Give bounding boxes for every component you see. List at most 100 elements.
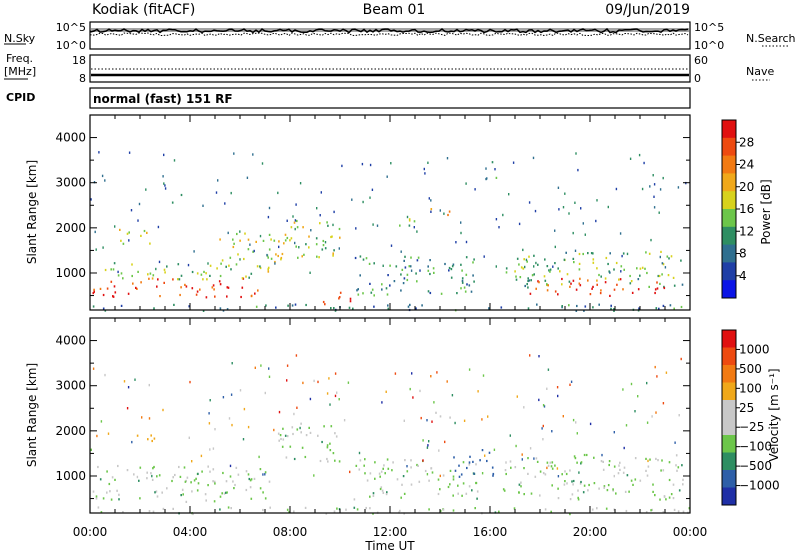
velocity-cell	[197, 482, 200, 485]
power-cell	[558, 208, 560, 211]
velocity-colorbar-label: Velocity [m s⁻¹]	[767, 368, 781, 461]
velocity-cell	[617, 472, 620, 475]
power-cell	[629, 274, 631, 278]
power-cell	[562, 206, 565, 209]
velocity-cell	[463, 419, 466, 422]
velocity-cell	[110, 498, 113, 501]
velocity-cell	[109, 490, 111, 493]
velocity-cell	[675, 464, 677, 467]
power-cell	[666, 255, 669, 258]
velocity-cell	[484, 454, 486, 457]
velocity-cell	[427, 444, 429, 447]
power-cell	[508, 193, 510, 196]
velocity-cell	[349, 470, 351, 474]
power-colorbar-tick-label: 4	[739, 269, 747, 283]
velocity-cell	[626, 474, 629, 477]
power-cell	[485, 177, 488, 180]
power-cell	[254, 292, 256, 295]
power-cell	[239, 258, 241, 261]
velocity-cell	[301, 446, 304, 449]
power-cell	[406, 215, 409, 219]
velocity-cell	[493, 448, 496, 451]
velocity-cell	[212, 468, 215, 471]
velocity-cell	[245, 488, 248, 492]
nsky-tick-bottom: 10^0	[56, 39, 86, 52]
velocity-cell	[563, 483, 566, 486]
velocity-cell	[543, 405, 546, 408]
velocity-cell	[449, 483, 451, 486]
velocity-cell	[451, 394, 454, 397]
power-cell	[278, 245, 280, 249]
velocity-cell	[655, 411, 657, 414]
power-y-tick-label: 3000	[55, 176, 86, 190]
power-cell	[131, 274, 133, 278]
power-cell	[473, 258, 475, 261]
power-cell	[563, 258, 566, 261]
velocity-cell	[564, 470, 566, 473]
power-cell	[225, 265, 227, 268]
velocity-cell	[533, 457, 535, 460]
velocity-colorbar-swatch	[722, 347, 736, 366]
power-cell	[554, 229, 556, 232]
velocity-cell	[509, 434, 511, 437]
power-cell	[102, 293, 105, 297]
power-cell	[240, 295, 242, 299]
velocity-cell	[95, 497, 98, 500]
velocity-cell	[313, 379, 315, 383]
power-cell	[229, 256, 232, 259]
power-cell	[250, 295, 253, 298]
velocity-cell	[136, 434, 139, 437]
power-cell	[672, 276, 675, 279]
velocity-cell	[268, 375, 271, 378]
velocity-colorbar-swatch	[722, 417, 736, 436]
velocity-cell	[162, 507, 165, 510]
noise-panel-frame	[89, 21, 691, 50]
velocity-cell	[673, 508, 676, 511]
velocity-cell	[607, 484, 610, 487]
power-cell	[193, 250, 195, 253]
power-cell	[267, 268, 269, 271]
power-cell	[331, 235, 333, 238]
velocity-cell	[369, 472, 372, 475]
power-cell	[362, 292, 364, 295]
velocity-cell	[439, 415, 442, 418]
power-cell	[211, 286, 214, 289]
velocity-cell	[468, 368, 471, 371]
velocity-cell	[605, 507, 608, 510]
velocity-cell	[161, 491, 163, 494]
power-cell	[255, 305, 258, 308]
nave-tick-bottom: 0	[694, 72, 701, 85]
velocity-cell	[514, 466, 517, 469]
velocity-cell	[634, 478, 637, 481]
power-cell	[274, 260, 276, 264]
power-cell	[179, 293, 181, 297]
velocity-colorbar: 1000 500 100 25 −25 −100 −500 −1000	[721, 329, 780, 506]
power-cell	[301, 255, 303, 258]
power-cell	[164, 271, 166, 274]
velocity-cell	[338, 398, 340, 401]
power-cell	[443, 212, 445, 215]
velocity-cell	[569, 498, 572, 501]
velocity-y-tick-label: 3000	[55, 379, 86, 393]
power-cell	[430, 210, 432, 213]
velocity-cell	[153, 465, 155, 469]
velocity-cell	[406, 465, 408, 468]
velocity-cell	[260, 364, 262, 367]
power-cell	[128, 151, 131, 154]
velocity-cell	[386, 458, 389, 461]
power-cell	[483, 255, 485, 258]
velocity-colorbar-swatch	[722, 330, 736, 348]
velocity-cell	[258, 455, 260, 459]
power-cell	[371, 288, 374, 291]
nsearch-tick-bottom: 10^0	[694, 39, 724, 52]
power-cell	[657, 274, 660, 278]
power-cell	[554, 262, 556, 265]
velocity-cell	[556, 467, 559, 470]
velocity-cell	[572, 483, 574, 486]
power-cell	[538, 281, 540, 284]
power-cell	[653, 195, 655, 198]
power-cell	[430, 208, 433, 211]
power-cell	[268, 233, 271, 236]
power-cell	[362, 258, 365, 261]
power-cell	[320, 191, 322, 194]
